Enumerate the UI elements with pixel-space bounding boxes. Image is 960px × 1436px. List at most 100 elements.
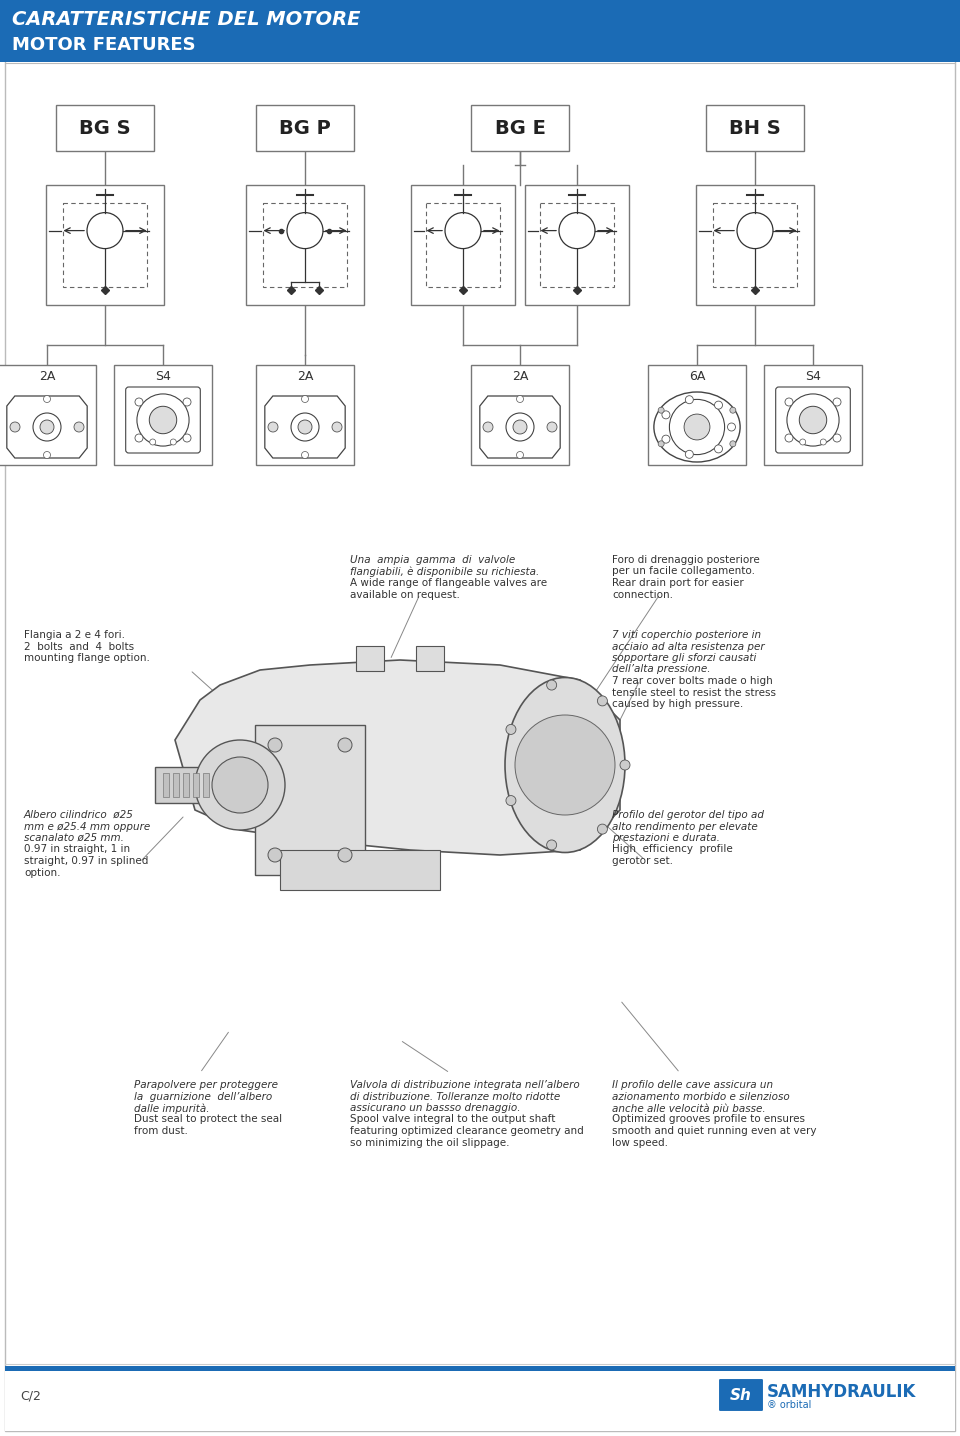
Circle shape bbox=[684, 414, 710, 439]
FancyBboxPatch shape bbox=[776, 386, 851, 452]
Bar bbox=[525, 185, 629, 304]
Text: Foro di drenaggio posteriore: Foro di drenaggio posteriore bbox=[612, 554, 759, 564]
Bar bbox=[256, 365, 354, 465]
Circle shape bbox=[135, 434, 143, 442]
Circle shape bbox=[332, 422, 342, 432]
Bar bbox=[163, 773, 169, 797]
Circle shape bbox=[597, 824, 608, 834]
Text: sopportare gli sforzi causati: sopportare gli sforzi causati bbox=[612, 653, 756, 663]
Circle shape bbox=[546, 840, 557, 850]
Circle shape bbox=[212, 757, 268, 813]
Text: High  efficiency  profile: High efficiency profile bbox=[612, 844, 732, 854]
Circle shape bbox=[785, 398, 793, 406]
Text: from dust.: from dust. bbox=[134, 1126, 188, 1136]
Bar bbox=[764, 365, 862, 465]
FancyBboxPatch shape bbox=[718, 1379, 764, 1412]
Text: S4: S4 bbox=[156, 370, 171, 383]
Circle shape bbox=[33, 414, 61, 441]
Text: available on request.: available on request. bbox=[350, 590, 460, 599]
Text: assicurano un bassso drenaggio.: assicurano un bassso drenaggio. bbox=[350, 1103, 520, 1113]
Polygon shape bbox=[175, 661, 620, 854]
Text: anche alle velocità più basse.: anche alle velocità più basse. bbox=[612, 1103, 766, 1113]
Text: so minimizing the oil slippage.: so minimizing the oil slippage. bbox=[350, 1137, 510, 1147]
Text: caused by high pressure.: caused by high pressure. bbox=[612, 699, 743, 709]
Text: azionamento morbido e silenzioso: azionamento morbido e silenzioso bbox=[612, 1091, 790, 1101]
FancyBboxPatch shape bbox=[126, 386, 201, 452]
Text: MOTOR FEATURES: MOTOR FEATURES bbox=[12, 36, 196, 55]
Bar bbox=[280, 850, 440, 890]
Circle shape bbox=[183, 434, 191, 442]
Text: Valvola di distribuzione integrata nell’albero: Valvola di distribuzione integrata nell’… bbox=[350, 1080, 580, 1090]
Text: Il profilo delle cave assicura un: Il profilo delle cave assicura un bbox=[612, 1080, 773, 1090]
Text: scanalato ø25 mm.: scanalato ø25 mm. bbox=[24, 833, 124, 843]
Text: Albero cilindrico  ø25: Albero cilindrico ø25 bbox=[24, 810, 133, 820]
Text: option.: option. bbox=[24, 867, 60, 877]
Text: smooth and quiet running even at very: smooth and quiet running even at very bbox=[612, 1126, 817, 1136]
Text: ® orbital: ® orbital bbox=[767, 1400, 811, 1410]
Text: 7 viti coperchio posteriore in: 7 viti coperchio posteriore in bbox=[612, 630, 761, 640]
Text: 2A: 2A bbox=[38, 370, 55, 383]
Text: la  guarnizione  dell’albero: la guarnizione dell’albero bbox=[134, 1091, 273, 1101]
Bar bbox=[356, 646, 384, 671]
Bar bbox=[155, 767, 230, 803]
Text: Parapolvere per proteggere: Parapolvere per proteggere bbox=[134, 1080, 278, 1090]
Circle shape bbox=[301, 395, 308, 402]
Text: Flangia a 2 e 4 fori.: Flangia a 2 e 4 fori. bbox=[24, 630, 125, 640]
Circle shape bbox=[43, 395, 51, 402]
Bar bbox=[706, 105, 804, 151]
Text: dell’alta pressione.: dell’alta pressione. bbox=[612, 665, 710, 675]
Circle shape bbox=[820, 439, 827, 445]
Bar bbox=[696, 185, 814, 304]
Text: Optimized grooves profile to ensures: Optimized grooves profile to ensures bbox=[612, 1114, 805, 1124]
Circle shape bbox=[338, 849, 352, 862]
Text: 0.97 in straight, 1 in: 0.97 in straight, 1 in bbox=[24, 844, 131, 854]
Circle shape bbox=[268, 849, 282, 862]
Circle shape bbox=[183, 398, 191, 406]
Bar bbox=[471, 365, 569, 465]
Text: A wide range of flangeable valves are: A wide range of flangeable valves are bbox=[350, 579, 547, 587]
Text: low speed.: low speed. bbox=[612, 1137, 668, 1147]
Text: di distribuzione. Tolleranze molto ridotte: di distribuzione. Tolleranze molto ridot… bbox=[350, 1091, 561, 1101]
Bar bbox=[648, 365, 746, 465]
Text: Spool valve integral to the output shaft: Spool valve integral to the output shaft bbox=[350, 1114, 556, 1124]
Circle shape bbox=[714, 445, 723, 452]
Bar bbox=[262, 202, 348, 287]
Circle shape bbox=[800, 439, 805, 445]
Bar bbox=[173, 773, 179, 797]
Bar bbox=[5, 1371, 955, 1432]
Circle shape bbox=[685, 451, 693, 458]
Text: CARATTERISTICHE DEL MOTORE: CARATTERISTICHE DEL MOTORE bbox=[12, 10, 361, 29]
Bar bbox=[5, 1366, 955, 1432]
Circle shape bbox=[659, 408, 664, 414]
Text: 7 rear cover bolts made o high: 7 rear cover bolts made o high bbox=[612, 676, 773, 686]
Circle shape bbox=[291, 414, 319, 441]
Bar bbox=[46, 185, 164, 304]
Text: tensile steel to resist the stress: tensile steel to resist the stress bbox=[612, 688, 776, 698]
Circle shape bbox=[559, 213, 595, 248]
Polygon shape bbox=[7, 396, 87, 458]
Bar bbox=[0, 365, 96, 465]
Ellipse shape bbox=[654, 392, 740, 462]
Circle shape bbox=[338, 738, 352, 752]
Circle shape bbox=[659, 441, 664, 447]
Text: Rear drain port for easier: Rear drain port for easier bbox=[612, 579, 744, 587]
Text: Profilo del gerotor del tipo ad: Profilo del gerotor del tipo ad bbox=[612, 810, 764, 820]
Text: dalle impurità.: dalle impurità. bbox=[134, 1103, 209, 1113]
Circle shape bbox=[301, 451, 308, 458]
Circle shape bbox=[730, 441, 736, 447]
Circle shape bbox=[728, 424, 735, 431]
Circle shape bbox=[268, 738, 282, 752]
Text: BG P: BG P bbox=[279, 119, 331, 138]
Circle shape bbox=[298, 419, 312, 434]
Circle shape bbox=[287, 213, 323, 248]
Circle shape bbox=[516, 451, 523, 458]
Circle shape bbox=[195, 740, 285, 830]
Circle shape bbox=[40, 419, 54, 434]
Text: Una  ampia  gamma  di  valvole: Una ampia gamma di valvole bbox=[350, 554, 516, 564]
Text: connection.: connection. bbox=[612, 590, 673, 599]
Bar bbox=[255, 725, 365, 875]
Circle shape bbox=[833, 434, 841, 442]
Text: prestazioni e durata.: prestazioni e durata. bbox=[612, 833, 720, 843]
Text: Dust seal to protect the seal: Dust seal to protect the seal bbox=[134, 1114, 282, 1124]
Circle shape bbox=[833, 398, 841, 406]
